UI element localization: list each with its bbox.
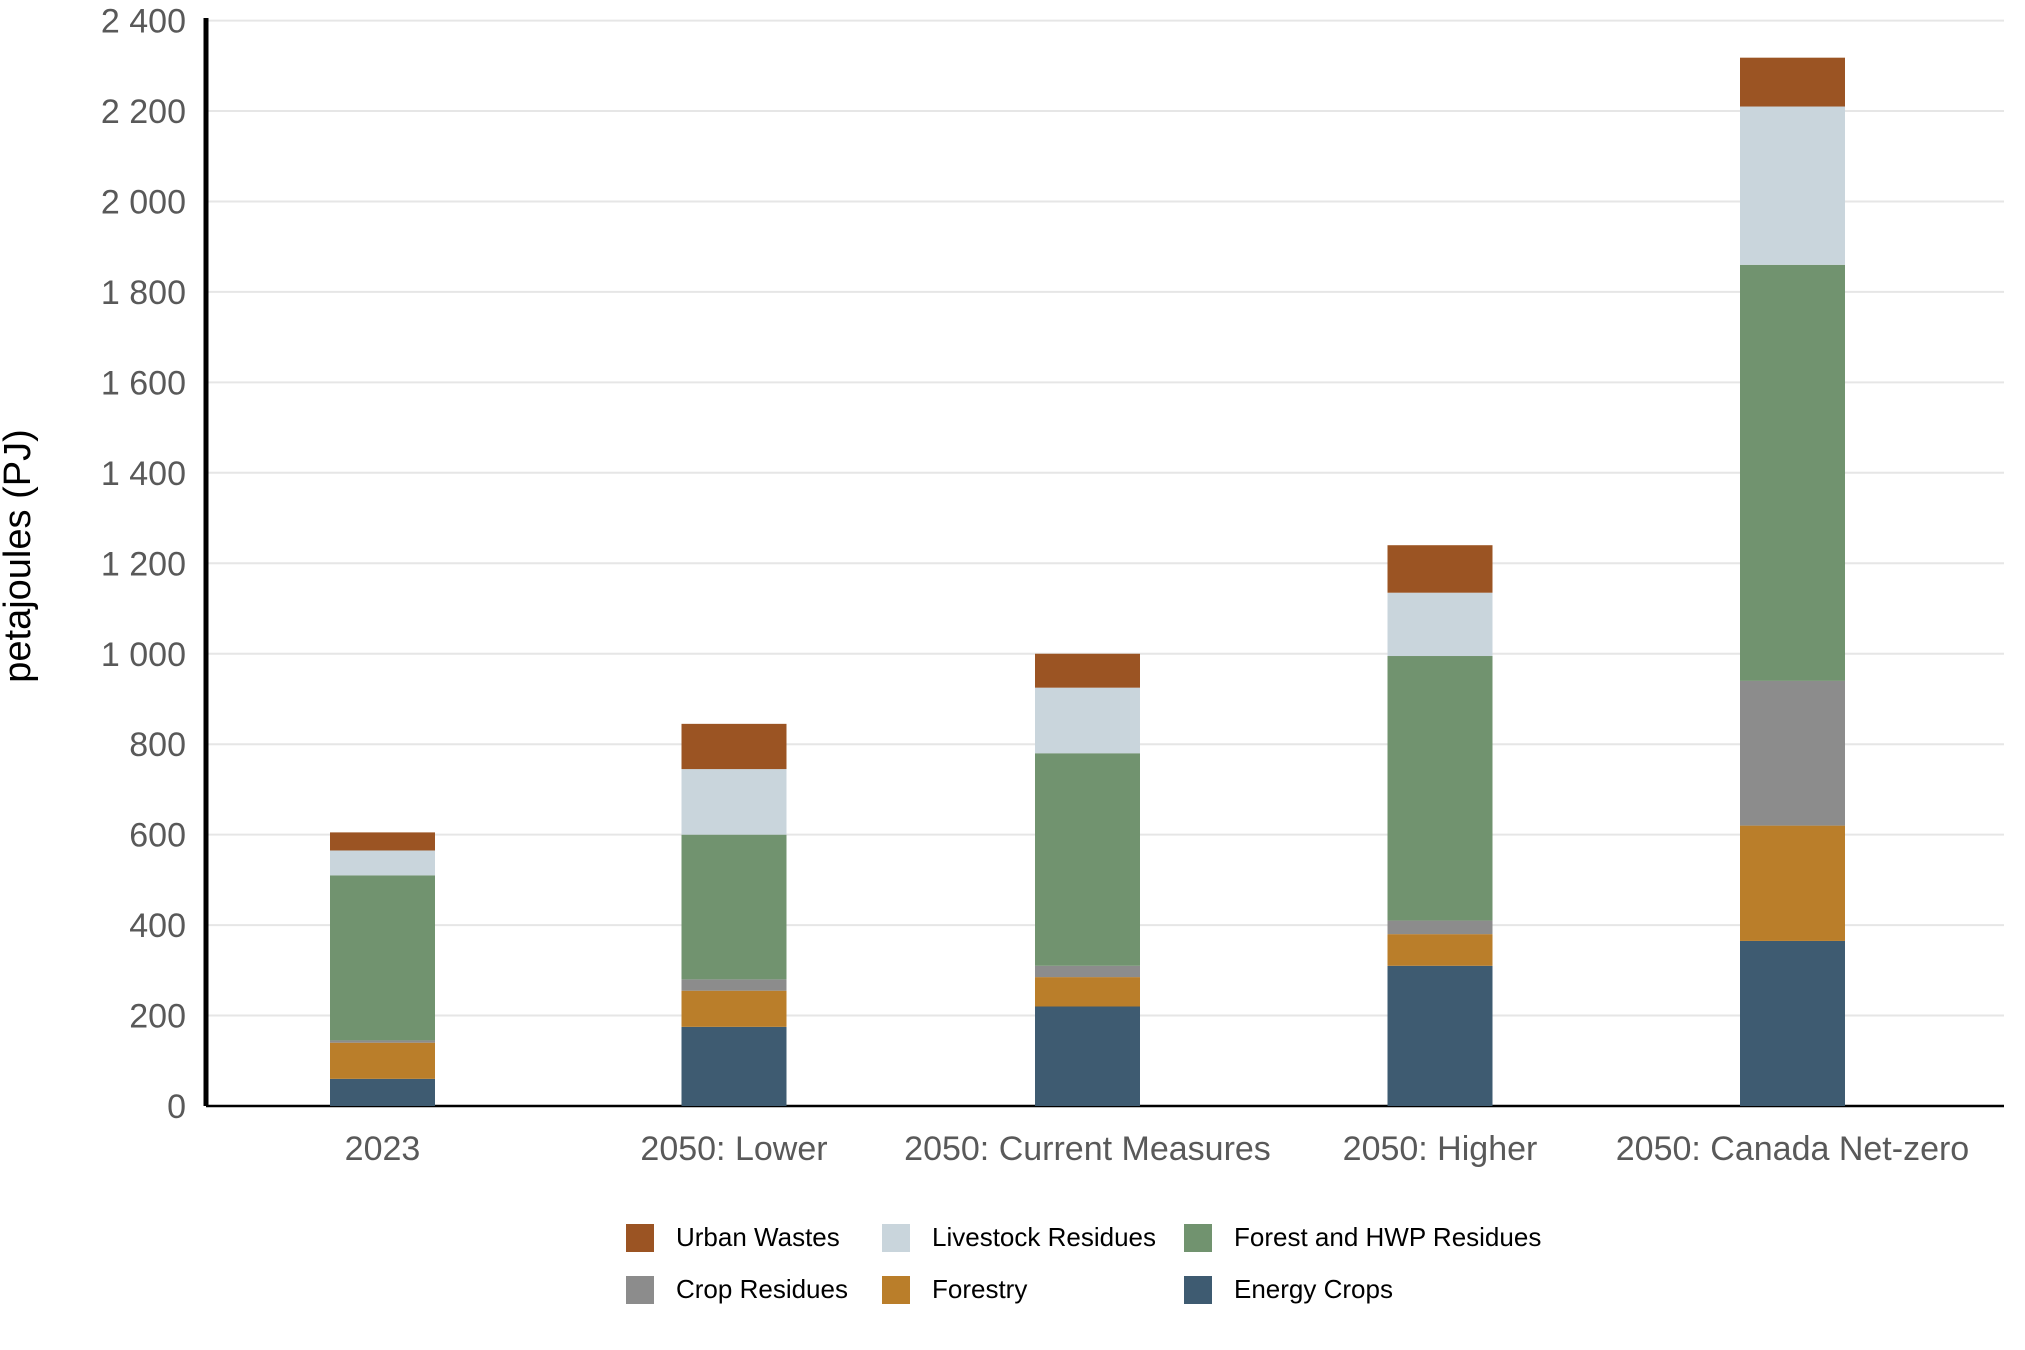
- svg-text:1 400: 1 400: [101, 455, 186, 493]
- svg-text:petajoules (PJ): petajoules (PJ): [0, 429, 39, 682]
- svg-text:2050: Lower: 2050: Lower: [640, 1130, 827, 1168]
- svg-text:400: 400: [129, 907, 186, 945]
- svg-text:1 200: 1 200: [101, 545, 186, 583]
- svg-text:Forestry: Forestry: [932, 1274, 1027, 1304]
- svg-text:Livestock Residues: Livestock Residues: [932, 1222, 1156, 1252]
- svg-text:600: 600: [129, 817, 186, 855]
- svg-text:2023: 2023: [345, 1130, 421, 1168]
- svg-text:2 400: 2 400: [101, 3, 186, 41]
- svg-text:2 000: 2 000: [101, 184, 186, 222]
- svg-text:2050: Current Measures: 2050: Current Measures: [904, 1130, 1271, 1168]
- svg-text:0: 0: [167, 1088, 186, 1126]
- svg-text:Crop Residues: Crop Residues: [676, 1274, 848, 1304]
- svg-text:800: 800: [129, 726, 186, 764]
- svg-text:2050: Canada Net-zero: 2050: Canada Net-zero: [1616, 1130, 1969, 1168]
- svg-text:1 000: 1 000: [101, 636, 186, 674]
- svg-text:1 800: 1 800: [101, 274, 186, 312]
- svg-text:Energy Crops: Energy Crops: [1234, 1274, 1393, 1304]
- svg-text:2 200: 2 200: [101, 93, 186, 131]
- svg-text:2050: Higher: 2050: Higher: [1343, 1130, 1538, 1168]
- svg-text:200: 200: [129, 998, 186, 1036]
- svg-text:Urban Wastes: Urban Wastes: [676, 1222, 840, 1252]
- svg-text:Forest and HWP Residues: Forest and HWP Residues: [1234, 1222, 1541, 1252]
- svg-text:1 600: 1 600: [101, 364, 186, 402]
